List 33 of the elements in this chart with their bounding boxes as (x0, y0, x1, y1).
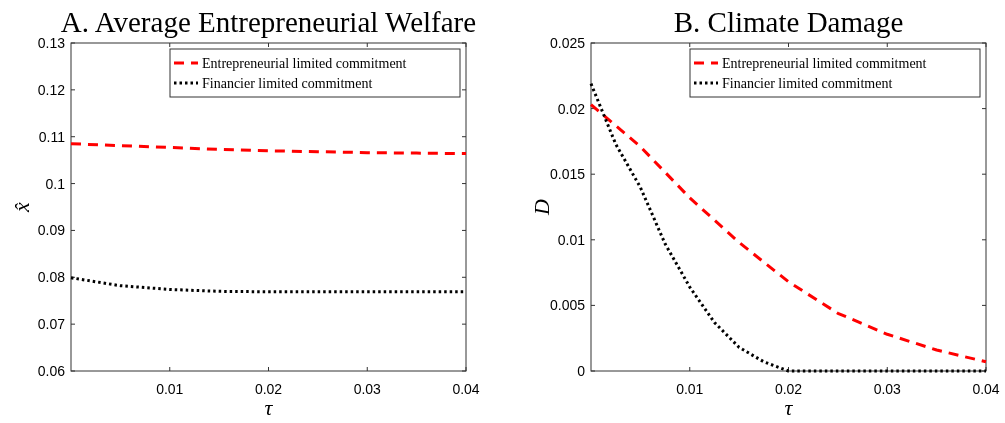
y-tick-label: 0.015 (549, 166, 586, 183)
chart-title: B. Climate Damage (673, 6, 904, 38)
x-tick-label: 0.01 (676, 381, 704, 397)
y-tick-label: 0.12 (37, 81, 66, 98)
y-tick-label: 0.02 (557, 100, 586, 117)
line-series (69, 142, 468, 156)
legend-label: Entrepreneurial limited commitment (202, 56, 407, 71)
y-tick-label: 0.01 (557, 231, 586, 248)
legend-label: Financier limited commitment (202, 76, 373, 91)
y-tick-label: 0.06 (37, 363, 66, 379)
y-tick-label: 0.11 (38, 128, 66, 145)
y-tick-label: 0.1 (45, 175, 66, 192)
chart-title: A. Average Entrepreneurial Welfare (60, 6, 477, 38)
x-tick-label: 0.03 (873, 381, 902, 397)
x-tick-label: 0.02 (774, 381, 803, 397)
legend-label: Entrepreneurial limited commitment (722, 56, 927, 71)
x-axis-title: τ (784, 395, 794, 420)
y-tick-label: 0 (577, 363, 586, 379)
x-tick-label: 0.04 (972, 381, 1000, 397)
x-tick-label: 0.02 (254, 381, 283, 397)
y-tick-label: 0.08 (37, 269, 66, 286)
y-tick-label: 0.07 (37, 316, 66, 333)
x-tick-label: 0.03 (353, 381, 382, 397)
y-tick-label: 0.13 (37, 35, 66, 51)
y-tick-label: 0.09 (37, 222, 66, 239)
y-axis-title: x̂ (9, 201, 34, 213)
y-axis-title: D (529, 198, 554, 216)
y-tick-label: 0.005 (549, 297, 586, 314)
x-tick-label: 0.01 (156, 381, 184, 397)
x-tick-label: 0.04 (452, 381, 480, 397)
legend-label: Financier limited commitment (722, 76, 893, 91)
y-tick-label: 0.025 (549, 35, 586, 51)
x-axis-title: τ (264, 395, 274, 420)
